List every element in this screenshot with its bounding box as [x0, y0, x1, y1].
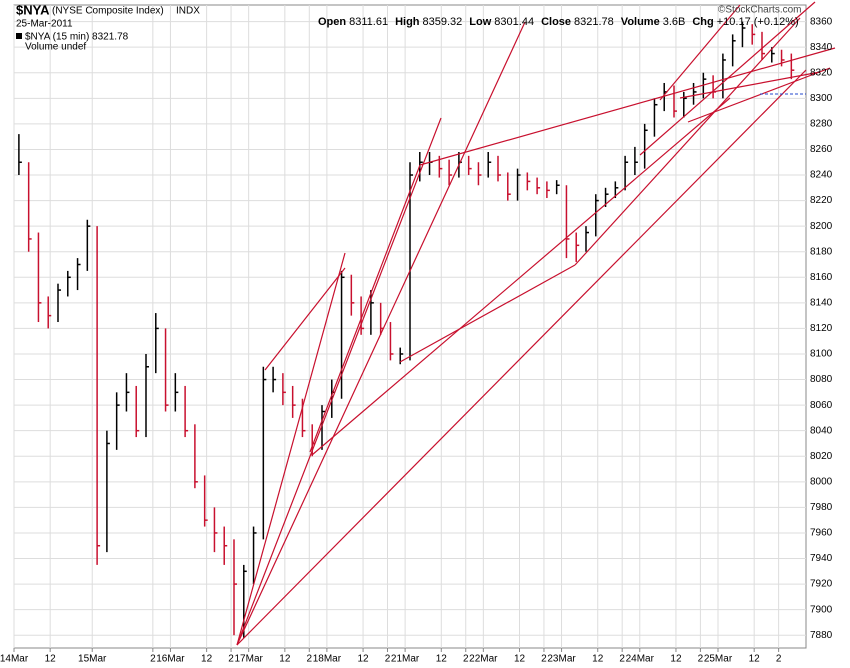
- x-tick-label: 12: [358, 654, 370, 665]
- trend-line: [419, 47, 836, 166]
- y-tick-label: 8140: [810, 297, 833, 308]
- quote-value: 8359.32: [423, 16, 463, 28]
- y-tick-label: 7980: [810, 502, 833, 513]
- trend-line: [679, 71, 821, 99]
- quote-label: Low: [469, 16, 491, 28]
- y-tick-label: 8020: [810, 451, 833, 462]
- quote-label: Volume: [621, 16, 660, 28]
- x-tick-label: 12: [201, 654, 213, 665]
- quote-label: High: [395, 16, 420, 28]
- y-tick-label: 8120: [810, 323, 833, 334]
- x-tick-label: 2: [776, 654, 782, 665]
- trend-line: [659, 4, 741, 101]
- x-tick-label: 2: [150, 654, 156, 665]
- trend-line: [311, 97, 731, 456]
- y-tick-label: 8340: [810, 42, 833, 53]
- y-tick-label: 8280: [810, 119, 833, 130]
- x-tick-label: 2: [385, 654, 391, 665]
- x-tick-label: 12: [514, 654, 526, 665]
- y-tick-label: 7920: [810, 579, 833, 590]
- quote-label: Open: [318, 16, 346, 28]
- y-tick-label: 8060: [810, 400, 833, 411]
- trend-line: [639, 1, 816, 156]
- y-tick-label: 7940: [810, 553, 833, 564]
- y-tick-label: 7880: [810, 630, 833, 641]
- quote: Open 8311.61 High 8359.32 Low 8301.44 Close 832…: [318, 16, 799, 28]
- x-tick-label: 12: [45, 654, 57, 665]
- trend-lines: [236, 1, 836, 646]
- y-tick-label: 8200: [810, 221, 833, 232]
- x-tick-label: 12: [279, 654, 291, 665]
- x-tick-label: 2: [228, 654, 234, 665]
- legend-swatch: [16, 33, 22, 39]
- x-tick-label: 15Mar: [78, 654, 107, 665]
- y-tick-label: 8300: [810, 93, 833, 104]
- trend-line: [399, 264, 576, 363]
- trend-line: [236, 21, 526, 646]
- trend-line: [236, 69, 807, 646]
- y-tick-label: 8220: [810, 195, 833, 206]
- quote-value: 8321.78: [574, 16, 614, 28]
- y-tick-label: 8100: [810, 349, 833, 360]
- x-tick-label: 23Mar: [547, 654, 576, 665]
- y-tick-label: 8240: [810, 170, 833, 181]
- symbol: $NYA: [16, 2, 50, 17]
- x-tick-label: 2: [541, 654, 547, 665]
- x-tick-label: 12: [592, 654, 604, 665]
- x-tick-label: 12: [436, 654, 448, 665]
- quote-label: Close: [541, 16, 571, 28]
- y-tick-label: 8260: [810, 144, 833, 155]
- x-tick-label: 12: [749, 654, 761, 665]
- y-tick-label: 8360: [810, 16, 833, 27]
- y-tick-label: 7900: [810, 604, 833, 615]
- x-tick-label: 2: [698, 654, 704, 665]
- trend-line: [309, 164, 421, 453]
- date: 25-Mar-2011: [16, 19, 73, 30]
- x-tick-label: 17Mar: [234, 654, 263, 665]
- y-tick-label: 8000: [810, 476, 833, 487]
- y-tick-label: 7960: [810, 528, 833, 539]
- y-tick-label: 8040: [810, 425, 833, 436]
- y-tick-label: 8180: [810, 246, 833, 257]
- x-tick-label: 24Mar: [626, 654, 655, 665]
- trend-line: [236, 117, 442, 646]
- x-tick-label: 2: [619, 654, 625, 665]
- legend-label: $NYA (15 min) 8321.78: [25, 32, 129, 43]
- x-tick-label: 21Mar: [391, 654, 420, 665]
- trend-line: [236, 252, 346, 646]
- x-tick-label: 14Mar: [0, 654, 29, 665]
- quote-label: Chg: [692, 16, 713, 28]
- volume-label: Volume undef: [25, 42, 86, 53]
- x-tick-label: 2: [307, 654, 313, 665]
- quote-value: 3.6B: [663, 16, 686, 28]
- x-tick-label: 22Mar: [469, 654, 498, 665]
- trend-line: [264, 267, 346, 371]
- index-name: (NYSE Composite Index): [52, 6, 164, 17]
- quote-value: +10.17 (+0.12%): [717, 16, 799, 28]
- trend-line: [574, 17, 801, 266]
- y-tick-label: 8320: [810, 67, 833, 78]
- x-tick-label: 16Mar: [156, 654, 185, 665]
- quote-value: 8301.44: [494, 16, 534, 28]
- x-tick-label: 25Mar: [704, 654, 733, 665]
- y-tick-label: 8160: [810, 272, 833, 283]
- exchange: INDX: [176, 6, 200, 17]
- quote-value: 8311.61: [349, 16, 388, 28]
- x-tick-label: 12: [670, 654, 682, 665]
- credit: ©StockCharts.com: [718, 5, 802, 16]
- y-tick-label: 8080: [810, 374, 833, 385]
- x-tick-label: 2: [463, 654, 469, 665]
- x-tick-label: 18Mar: [313, 654, 342, 665]
- trend-line: [687, 67, 831, 123]
